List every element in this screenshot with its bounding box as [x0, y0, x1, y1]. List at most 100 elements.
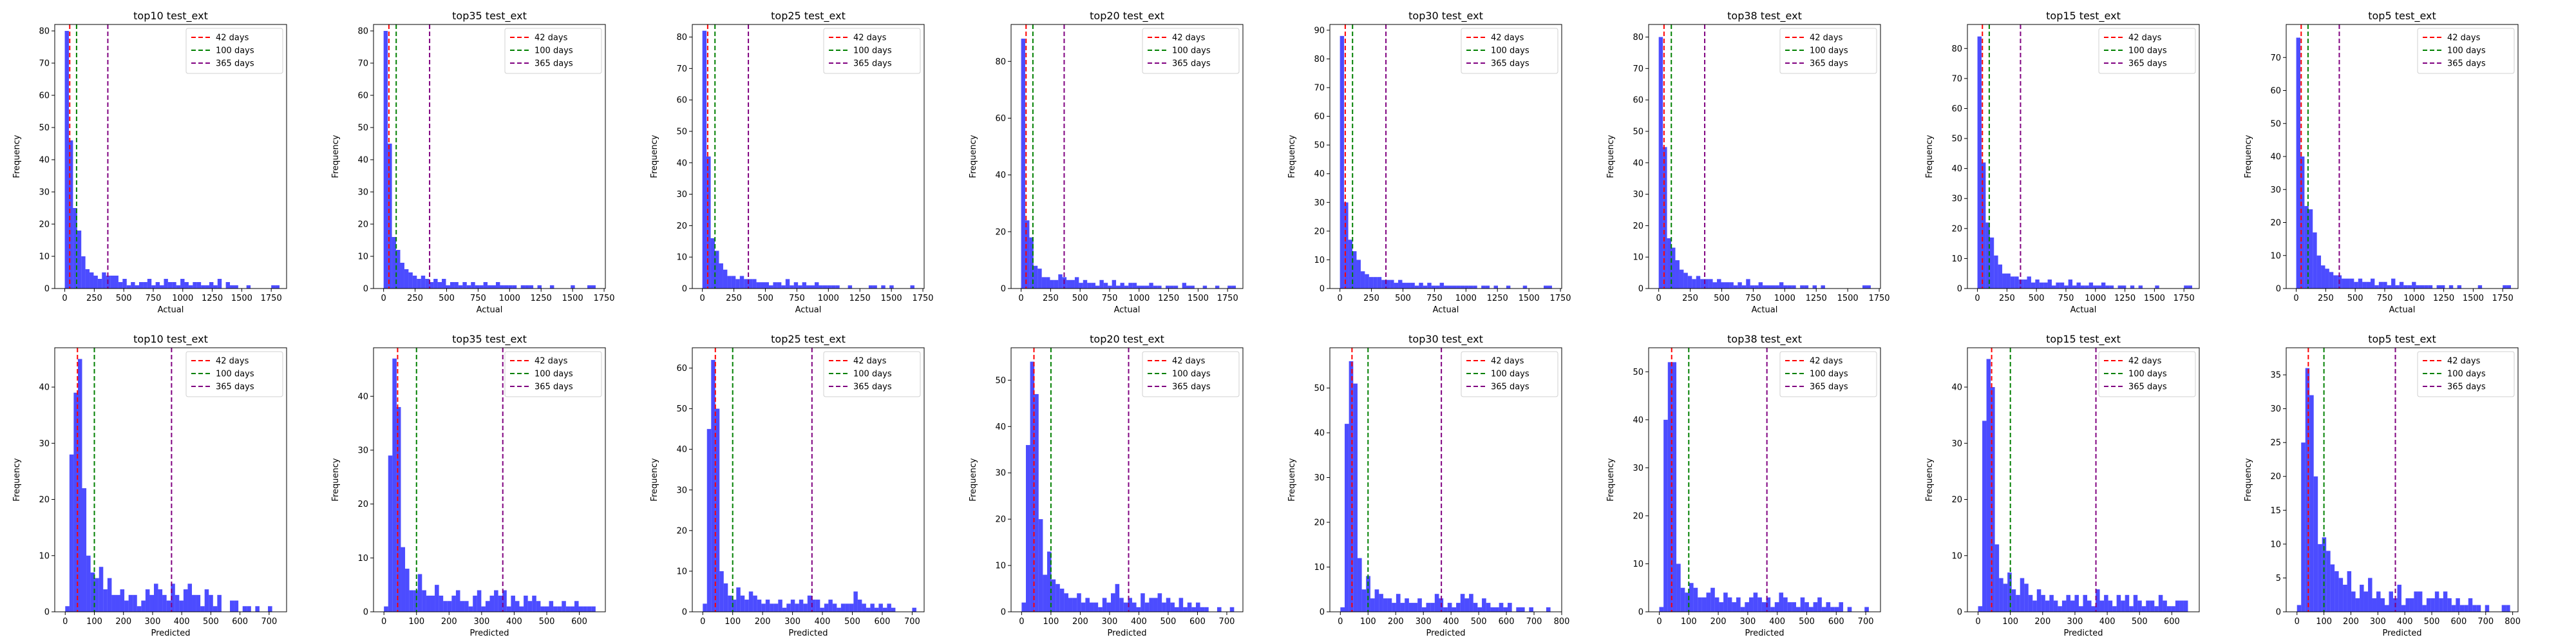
- x-tick-label: 1750: [261, 294, 282, 303]
- histogram-bar: [1099, 279, 1104, 289]
- histogram-bar: [753, 595, 757, 612]
- legend-label: 365 days: [1491, 383, 1530, 392]
- legend-box: [1461, 351, 1558, 397]
- bars: [1978, 359, 2188, 612]
- y-tick-label: 50: [676, 127, 687, 137]
- histogram-bar: [1659, 607, 1664, 612]
- histogram-bar: [1994, 544, 2000, 612]
- y-tick-label: 40: [1951, 383, 1962, 393]
- y-tick-label: 30: [1314, 473, 1325, 483]
- histogram-bar: [719, 571, 724, 612]
- legend: 42 days 100 days 365 days: [823, 28, 921, 74]
- histogram-bar: [1173, 285, 1179, 289]
- y-tick-label: 90: [1314, 26, 1325, 35]
- legend: 42 days 100 days 365 days: [2417, 351, 2515, 397]
- histogram-bar: [1482, 598, 1486, 612]
- y-tick-label: 10: [1633, 253, 1643, 263]
- histogram-bar: [160, 285, 164, 289]
- x-tick-label: 250: [1043, 294, 1059, 303]
- histogram-bar: [806, 285, 811, 289]
- histogram-bar: [744, 600, 749, 612]
- histogram-bar: [1447, 603, 1452, 612]
- legend: 42 days 100 days 365 days: [2098, 28, 2196, 74]
- histogram-bar: [1408, 603, 1414, 612]
- histogram-bar: [1783, 285, 1788, 289]
- histogram-bar: [1469, 594, 1473, 612]
- x-tick-label: 250: [1999, 294, 2015, 303]
- y-tick-label: 70: [2270, 53, 2281, 63]
- histogram-bar: [1435, 285, 1440, 289]
- bars: [65, 359, 272, 612]
- histogram-bar: [1774, 602, 1779, 612]
- histogram-bar: [2010, 276, 2015, 289]
- x-tick-label: 400: [506, 617, 522, 627]
- histogram-bar: [2308, 209, 2313, 289]
- histogram-bar: [819, 285, 823, 289]
- legend: 42 days 100 days 365 days: [1779, 351, 1877, 397]
- histogram-bar: [451, 595, 456, 612]
- x-tick-label: 600: [571, 617, 587, 627]
- histogram-bar: [1717, 279, 1721, 289]
- x-tick-label: 1750: [1868, 294, 1889, 303]
- y-axis-label: Frequency: [331, 458, 341, 501]
- y-tick-label: 40: [995, 171, 1006, 180]
- y-tick-label: 60: [1633, 96, 1643, 106]
- y-tick-label: 60: [2270, 86, 2281, 96]
- histogram-bar: [475, 285, 480, 289]
- bars: [1340, 35, 1552, 289]
- histogram-bar: [1991, 387, 1995, 612]
- y-tick-label: 0: [1001, 285, 1006, 294]
- histogram-bar: [1025, 220, 1030, 289]
- histogram-bar: [1804, 285, 1809, 289]
- histogram-bar: [196, 282, 202, 289]
- y-axis-label: Frequency: [12, 458, 22, 501]
- histogram-bar: [122, 279, 127, 289]
- y-tick-label: 10: [1633, 560, 1643, 569]
- histogram-bar: [2506, 605, 2510, 612]
- histogram-bar: [69, 454, 74, 612]
- histogram-bar: [2416, 285, 2420, 289]
- x-tick-label: 500: [2424, 617, 2440, 627]
- histogram-bar: [1456, 285, 1461, 289]
- histogram-bar: [2506, 285, 2512, 289]
- x-tick-label: 100: [86, 617, 102, 627]
- histogram-bar: [802, 282, 807, 289]
- histogram-bar: [500, 285, 504, 289]
- histogram-bar: [1190, 285, 1195, 289]
- histogram-bar: [1529, 607, 1533, 612]
- legend-label: 365 days: [1810, 59, 1848, 69]
- x-tick-label: 500: [203, 617, 219, 627]
- histogram-bar: [1112, 279, 1117, 289]
- y-tick-label: 35: [2270, 371, 2281, 381]
- histogram-bar: [1102, 598, 1107, 612]
- x-tick-label: 0: [1338, 617, 1343, 627]
- histogram-bar: [1064, 593, 1068, 612]
- histogram-bar: [1481, 285, 1486, 289]
- x-tick-label: 500: [1160, 617, 1177, 627]
- histogram-bar: [137, 606, 142, 612]
- histogram-bar: [2436, 285, 2441, 289]
- legend-label: 42 days: [535, 33, 568, 43]
- histogram-bar: [1361, 589, 1367, 612]
- histogram-bar: [193, 282, 197, 289]
- histogram-bar: [1046, 277, 1050, 289]
- chart-title: top25 test_ext: [771, 10, 846, 23]
- histogram-bar: [1448, 285, 1452, 289]
- histogram-bar: [2085, 285, 2089, 289]
- histogram-bar: [1385, 279, 1390, 289]
- histogram-bar: [1191, 607, 1196, 612]
- histogram-bar: [2296, 37, 2300, 289]
- histogram-bar: [450, 282, 455, 289]
- legend-label: 100 days: [1491, 46, 1530, 56]
- legend-label: 42 days: [216, 357, 249, 366]
- axes-frame: [54, 347, 287, 612]
- histogram-bar: [1761, 602, 1766, 612]
- y-tick-label: 40: [357, 392, 368, 402]
- histogram-bar: [837, 607, 841, 612]
- histogram-bar: [2061, 600, 2067, 612]
- histogram-bar: [1692, 279, 1696, 289]
- histogram-bar: [1719, 602, 1724, 612]
- histogram-bar: [773, 603, 779, 612]
- histogram-bar: [2330, 564, 2335, 612]
- y-axis-label: Frequency: [2244, 458, 2253, 501]
